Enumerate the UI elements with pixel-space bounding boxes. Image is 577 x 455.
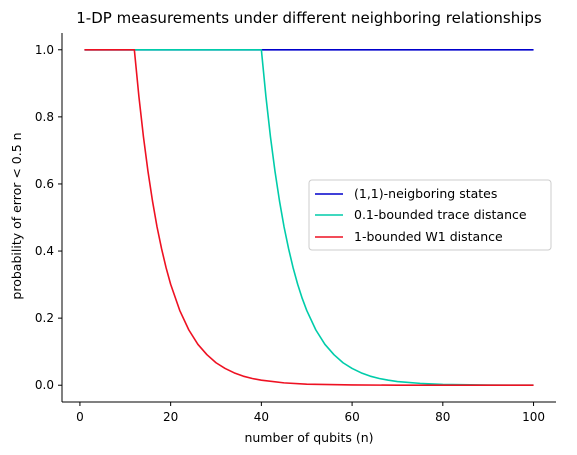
y-axis-label: probability of error < 0.5 n bbox=[9, 132, 24, 299]
x-tick-label: 60 bbox=[344, 410, 359, 424]
legend: (1,1)-neigboring states 0.1-bounded trac… bbox=[308, 179, 552, 251]
legend-label-series-1: (1,1)-neigboring states bbox=[354, 186, 497, 201]
plot-area: 0 20 40 60 80 100 0.0 0.2 0.4 0.6 0.8 1.0 bbox=[35, 33, 556, 424]
legend-box bbox=[308, 179, 552, 251]
x-tick-label: 80 bbox=[435, 410, 450, 424]
x-tick-label: 0 bbox=[76, 410, 84, 424]
y-tick-label: 1.0 bbox=[35, 43, 54, 57]
legend-label-series-3: 1-bounded W1 distance bbox=[354, 229, 503, 244]
y-tick-label: 0.4 bbox=[35, 244, 54, 258]
y-tick-label: 0.2 bbox=[35, 311, 54, 325]
x-tick-label: 100 bbox=[522, 410, 545, 424]
series-line-2 bbox=[84, 48, 534, 387]
x-ticks: 0 20 40 60 80 100 bbox=[76, 402, 545, 424]
x-axis-label: number of qubits (n) bbox=[244, 430, 373, 445]
series-lines bbox=[84, 48, 534, 387]
chart-title: 1-DP measurements under different neighb… bbox=[76, 9, 542, 27]
x-tick-label: 40 bbox=[254, 410, 269, 424]
y-tick-label: 0.0 bbox=[35, 378, 54, 392]
x-tick-label: 20 bbox=[163, 410, 178, 424]
series-line-3 bbox=[84, 48, 534, 387]
y-tick-label: 0.6 bbox=[35, 177, 54, 191]
legend-label-series-2: 0.1-bounded trace distance bbox=[354, 207, 527, 222]
y-tick-label: 0.8 bbox=[35, 110, 54, 124]
y-ticks: 0.0 0.2 0.4 0.6 0.8 1.0 bbox=[35, 43, 62, 392]
